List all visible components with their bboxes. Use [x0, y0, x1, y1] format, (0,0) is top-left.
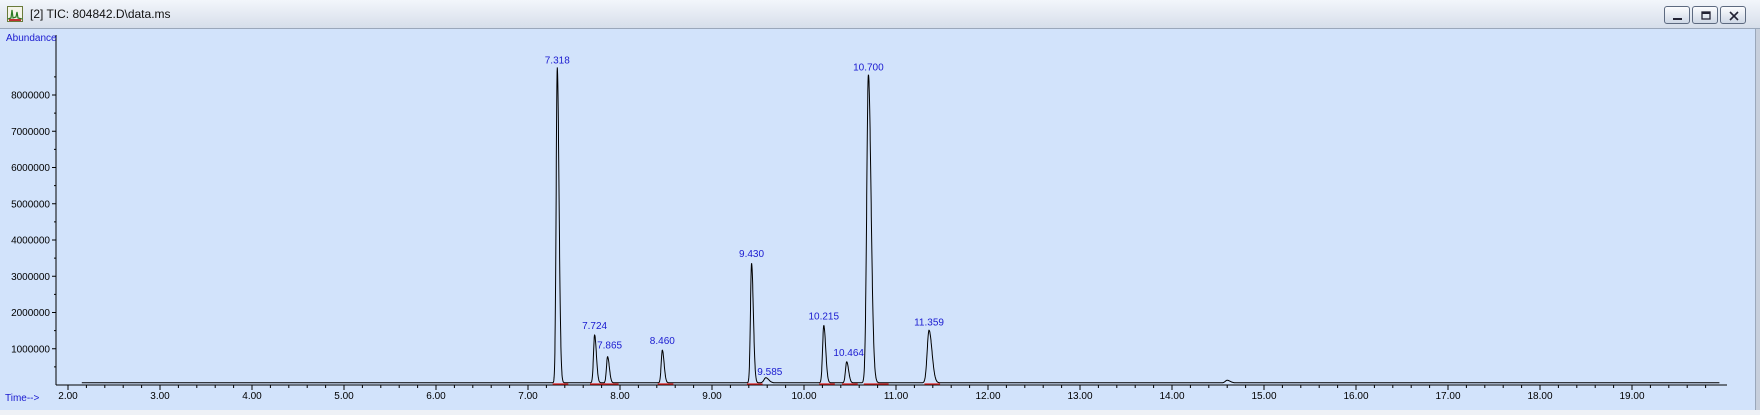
y-tick-label: 8000000 — [11, 91, 50, 102]
y-tick-label: 7000000 — [11, 127, 50, 138]
x-tick-label: 13.00 — [1067, 391, 1092, 402]
peak-label: 8.460 — [650, 336, 675, 347]
x-tick-label: 11.00 — [884, 391, 909, 402]
restore-button[interactable] — [1692, 6, 1718, 24]
x-tick-label: 8.00 — [610, 391, 630, 402]
x-tick-label: 5.00 — [334, 391, 354, 402]
x-tick-label: 17.00 — [1435, 391, 1460, 402]
x-axis-title: Time--> — [5, 393, 40, 404]
peak-label: 7.865 — [597, 341, 622, 352]
chromatogram-panel[interactable]: Abundance Time--> 1000000 2000000 3000000 400… — [0, 29, 1755, 410]
tic-chromatogram: Abundance Time--> 1000000 2000000 3000000 400… — [5, 33, 1727, 404]
minimize-icon — [1673, 18, 1682, 20]
title-bar: [2] TIC: 804842.D\data.ms — [0, 0, 1760, 29]
peak-label: 10.700 — [853, 63, 884, 74]
peak-label: 7.318 — [545, 55, 570, 66]
x-tick-label: 19.00 — [1619, 391, 1644, 402]
close-icon — [1729, 11, 1739, 21]
peak-label: 7.724 — [582, 321, 607, 332]
y-tick-label: 4000000 — [11, 236, 50, 247]
peak-label: 10.464 — [833, 348, 864, 359]
x-tick-label: 10.00 — [791, 391, 816, 402]
peak-label: 9.430 — [739, 249, 764, 260]
x-tick-label: 15.00 — [1251, 391, 1276, 402]
x-tick-label: 2.00 — [58, 391, 78, 402]
window-title: [2] TIC: 804842.D\data.ms — [30, 7, 171, 21]
y-tick-label: 2000000 — [11, 308, 50, 319]
peak-label: 11.359 — [914, 317, 944, 328]
x-tick-label: 4.00 — [242, 391, 262, 402]
peak-label: 10.215 — [808, 312, 839, 323]
x-tick-label: 6.00 — [426, 391, 446, 402]
x-tick-label: 7.00 — [518, 391, 538, 402]
x-tick-label: 9.00 — [702, 391, 722, 402]
y-tick-label: 6000000 — [11, 163, 50, 174]
y-tick-label: 5000000 — [11, 199, 50, 210]
x-tick-label: 3.00 — [150, 391, 170, 402]
minimize-button[interactable] — [1664, 6, 1690, 24]
y-tick-label: 1000000 — [11, 344, 50, 355]
window-border — [1755, 29, 1760, 410]
x-tick-label: 18.00 — [1527, 391, 1552, 402]
y-tick-label: 3000000 — [11, 272, 50, 283]
tic-trace — [81, 67, 1720, 384]
close-button[interactable] — [1720, 6, 1746, 24]
x-tick-label: 14.00 — [1159, 391, 1184, 402]
y-axis-title: Abundance — [6, 33, 57, 44]
chromatogram-app-icon[interactable] — [7, 6, 23, 22]
x-tick-label: 12.00 — [975, 391, 1000, 402]
x-tick-label: 16.00 — [1343, 391, 1368, 402]
restore-icon — [1701, 11, 1711, 20]
peak-label: 9.585 — [757, 367, 782, 378]
